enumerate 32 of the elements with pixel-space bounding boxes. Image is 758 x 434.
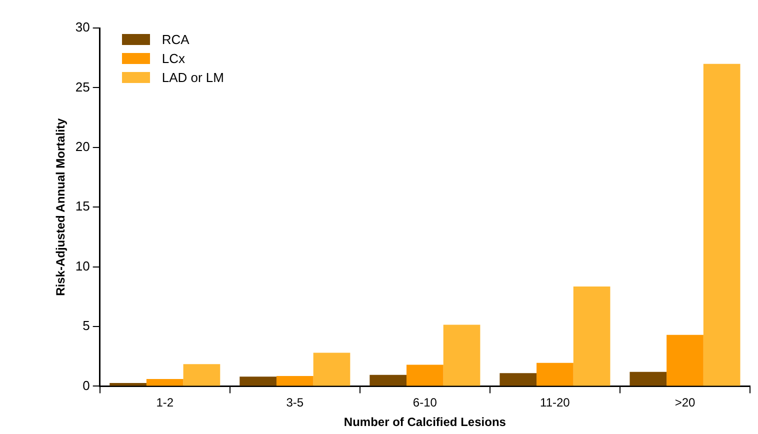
x-tick-label: 1-2 [156,396,174,410]
x-tick-label: 6-10 [412,396,438,410]
bar [500,373,537,386]
y-axis-title: Risk-Adjusted Annual Mortality [54,118,68,296]
bar [240,376,276,386]
bar [573,286,610,386]
y-tick-label: 0 [82,378,90,393]
legend-label: RCA [162,32,190,47]
y-tick-label: 10 [75,258,90,274]
bar [276,376,314,386]
x-tick-label: 3-5 [286,396,304,410]
bar [183,364,220,386]
y-tick-label: 30 [75,20,90,35]
x-tick-label: 11-20 [540,396,570,410]
y-tick-label: 15 [75,198,90,214]
x-tick-label: >20 [674,396,696,410]
bar [666,334,704,386]
bar [370,374,407,386]
bar [443,324,480,386]
bar [110,382,146,386]
bar [313,352,350,386]
bar [146,379,184,386]
bar [630,372,667,386]
legend-label: LCx [162,51,185,66]
bar [703,64,740,386]
x-axis-title: Number of Calcified Lesions [344,415,506,430]
y-tick-label: 20 [75,138,90,154]
y-tick-label: 25 [75,79,90,94]
bar [536,362,574,386]
y-tick-label: 5 [82,318,90,334]
bar [406,364,444,386]
legend-label: LAD or LM [162,70,224,85]
